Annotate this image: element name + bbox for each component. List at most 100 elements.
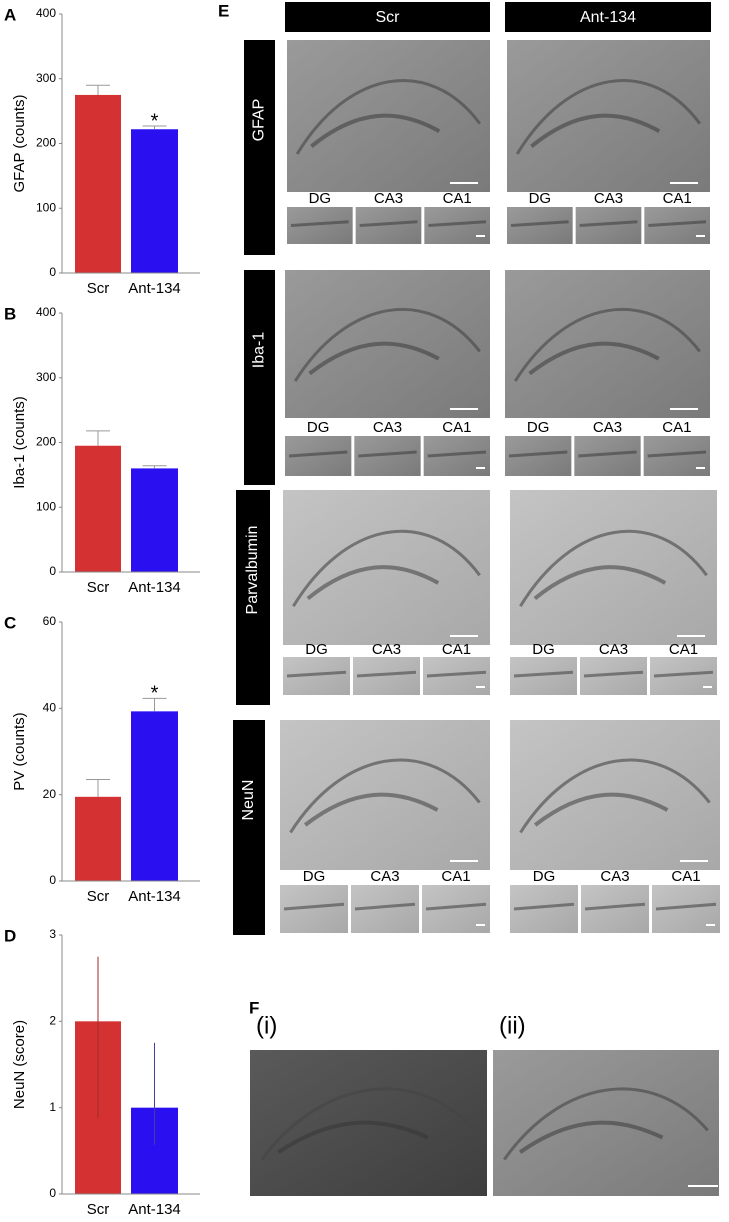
subregion-label: CA1 (442, 641, 471, 658)
row-label-box (236, 490, 270, 705)
tissue-structure (519, 529, 708, 608)
y-tick-label: 0 (49, 1186, 56, 1200)
bar (75, 94, 121, 273)
subregion-label: DG (305, 641, 328, 658)
column-header-box (505, 2, 711, 32)
subregion-label: DG (303, 868, 326, 885)
row-label-box (244, 40, 275, 255)
bar (75, 796, 121, 881)
image-label: (ii) (499, 1012, 526, 1039)
y-axis-label: NeuN (score) (11, 1020, 28, 1109)
tissue-structure (292, 529, 481, 608)
tissue-structure (303, 792, 439, 827)
scale-bar (677, 635, 705, 637)
subregion-label: CA3 (373, 419, 402, 436)
tissue-structure (530, 113, 661, 148)
scale-bar (706, 924, 715, 926)
tissue-structure (533, 565, 667, 601)
tissue-layer (358, 450, 417, 458)
y-tick-label: 0 (49, 564, 56, 578)
subregion-label: DG (533, 868, 556, 885)
scale-bar (450, 408, 478, 410)
x-tick-label: Scr (87, 1201, 110, 1218)
scale-bar (450, 860, 478, 862)
error-bar (86, 84, 110, 95)
panel-label: C (4, 613, 16, 632)
tissue-layer (648, 220, 707, 227)
row-label: NeuN (240, 780, 257, 821)
error-bar (142, 697, 167, 712)
scale-bar (476, 235, 485, 237)
subregion-label: CA1 (441, 868, 470, 885)
row-label-box (233, 720, 265, 935)
y-tick-label: 400 (36, 305, 56, 319)
tissue-layer (359, 220, 418, 227)
y-tick-label: 0 (49, 873, 56, 887)
y-tick-label: 200 (36, 136, 56, 150)
tissue-layer (653, 670, 714, 678)
scale-bar (476, 686, 485, 688)
scale-bar (450, 182, 478, 184)
tissue-layer (426, 670, 487, 678)
tissue-structure (306, 565, 440, 601)
tissue-structure (518, 1120, 664, 1154)
column-header: Scr (376, 9, 401, 26)
tissue-structure (295, 79, 482, 155)
y-tick-label: 0 (49, 265, 56, 279)
subregion-label: CA3 (374, 190, 403, 207)
panel-label: D (4, 926, 16, 945)
tissue-structure (533, 792, 669, 827)
subregion-label: DG (529, 190, 552, 207)
panel-label: E (218, 1, 229, 20)
significance-mark: * (151, 683, 159, 705)
panel-label: F (249, 998, 259, 1017)
tissue-layer (425, 902, 487, 911)
tissue-structure (503, 1087, 709, 1161)
bar (131, 711, 178, 881)
y-tick-label: 300 (36, 71, 56, 85)
subregion-label: CA1 (443, 190, 472, 207)
y-tick-label: 300 (36, 370, 56, 384)
subregion-label: DG (307, 419, 330, 436)
x-tick-label: Scr (87, 888, 110, 905)
y-tick-label: 40 (43, 701, 57, 715)
error-bar (142, 465, 167, 469)
tissue-structure (308, 341, 440, 376)
subregion-label: CA1 (663, 190, 692, 207)
tissue-layer (513, 902, 575, 911)
scale-bar (696, 467, 705, 469)
scale-bar (703, 686, 712, 688)
tissue-layer (513, 670, 574, 678)
scale-bar (670, 182, 698, 184)
tissue-layer (647, 450, 707, 458)
scale-bar (476, 467, 485, 469)
y-tick-label: 200 (36, 435, 56, 449)
subregion-label: CA1 (671, 868, 700, 885)
tissue-layer (655, 902, 717, 911)
subregion-label: CA3 (594, 190, 623, 207)
x-tick-label: Scr (87, 280, 110, 297)
scale-bar (680, 860, 708, 862)
tissue-structure (513, 308, 701, 382)
tissue-structure (277, 1120, 429, 1154)
tissue-layer (427, 450, 487, 458)
y-tick-label: 100 (36, 200, 56, 214)
x-tick-label: Ant-134 (128, 579, 181, 596)
scale-bar (688, 1185, 718, 1187)
y-tick-label: 400 (36, 6, 56, 20)
bar (131, 468, 178, 572)
subregion-label: DG (532, 641, 555, 658)
y-axis-label: PV (counts) (11, 712, 28, 790)
bar (75, 445, 121, 572)
tissue-structure (515, 79, 702, 155)
column-header: Ant-134 (580, 9, 636, 26)
image-label: (i) (256, 1012, 277, 1039)
tissue-structure (293, 308, 481, 382)
tissue-layer (356, 670, 417, 678)
y-axis-label: GFAP (counts) (11, 94, 28, 192)
tissue-layer (583, 670, 644, 678)
row-label: Parvalbumin (244, 526, 261, 615)
x-tick-label: Ant-134 (128, 1201, 181, 1218)
subregion-label: CA3 (599, 641, 628, 658)
y-axis-label: Iba-1 (counts) (11, 396, 28, 489)
